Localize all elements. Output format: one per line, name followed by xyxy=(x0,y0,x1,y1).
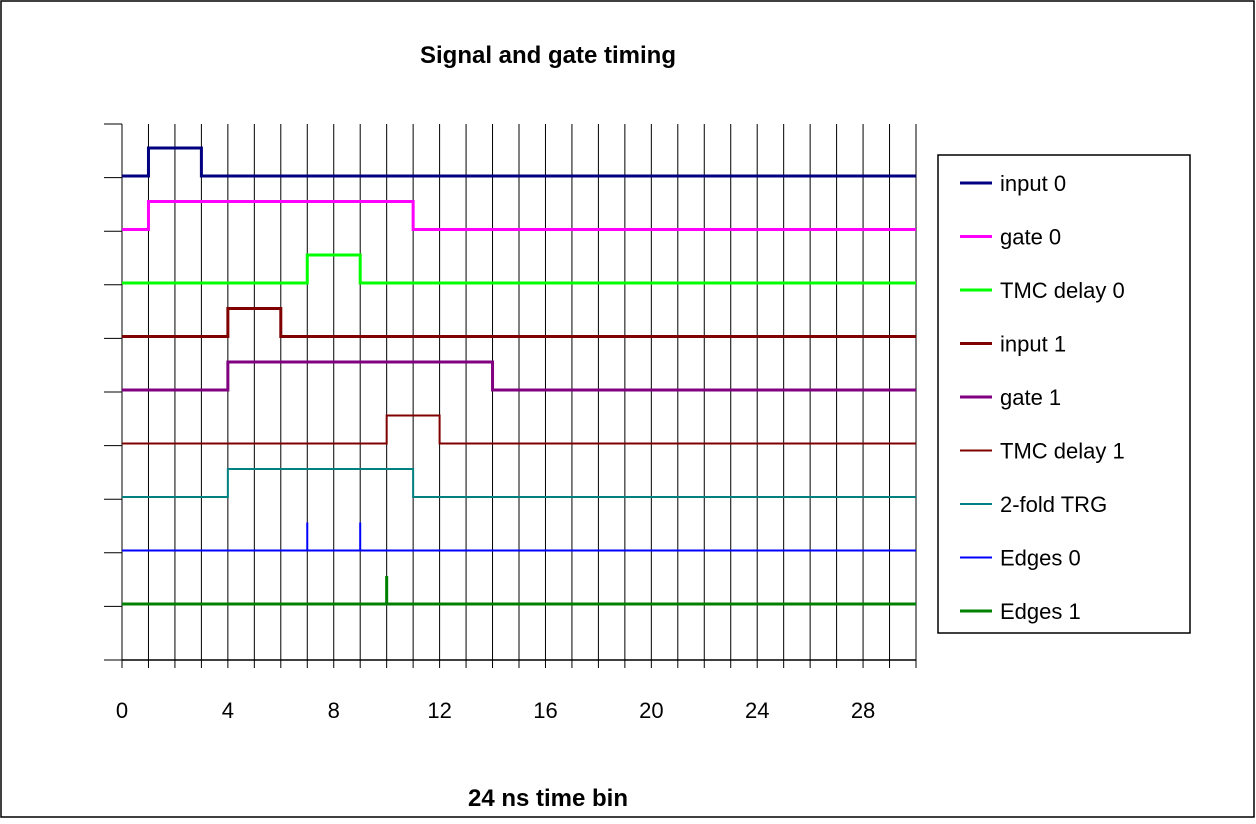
x-tick-label-4: 4 xyxy=(222,698,234,723)
series-line-tmc-delay-1 xyxy=(122,414,916,445)
x-tick-label-0: 0 xyxy=(116,698,128,723)
x-tick-label-12: 12 xyxy=(427,698,451,723)
grid-layer xyxy=(121,124,917,660)
legend-label-edges-0: Edges 0 xyxy=(1000,546,1081,571)
legend-label-input-0: input 0 xyxy=(1000,171,1066,196)
x-tick-label-16: 16 xyxy=(533,698,557,723)
legend-label-gate-0: gate 0 xyxy=(1000,225,1061,250)
legend-label-edges-1: Edges 1 xyxy=(1000,599,1081,624)
legend-label-gate-1: gate 1 xyxy=(1000,385,1061,410)
legend-label-2-fold-trg: 2-fold TRG xyxy=(1000,492,1107,517)
series-layer xyxy=(122,146,916,606)
series-line-gate-0 xyxy=(122,200,916,231)
series-line-input-0 xyxy=(122,146,916,178)
series-line-input-1 xyxy=(122,307,916,338)
x-axis-label: 24 ns time bin xyxy=(468,785,628,812)
legend-label-tmc-delay-0: TMC delay 0 xyxy=(1000,278,1125,303)
x-axis: 0 4 8 12 16 20 24 28 xyxy=(104,123,917,723)
series-line-tmc-delay-0 xyxy=(122,253,916,285)
x-tick-label-20: 20 xyxy=(639,698,663,723)
x-tick-label-24: 24 xyxy=(745,698,769,723)
chart-title: Signal and gate timing xyxy=(420,42,676,69)
series-line-gate-1 xyxy=(122,360,916,392)
legend-label-input-1: input 1 xyxy=(1000,332,1066,357)
legend-label-tmc-delay-1: TMC delay 1 xyxy=(1000,439,1125,464)
x-tick-label-28: 28 xyxy=(851,698,875,723)
legend-box xyxy=(937,154,1191,634)
legend: input 0 gate 0 TMC delay 0 input 1 gate 1 TMC… xyxy=(937,154,1191,634)
series-line-2-fold-trg xyxy=(122,468,916,498)
x-tick-label-8: 8 xyxy=(328,698,340,723)
